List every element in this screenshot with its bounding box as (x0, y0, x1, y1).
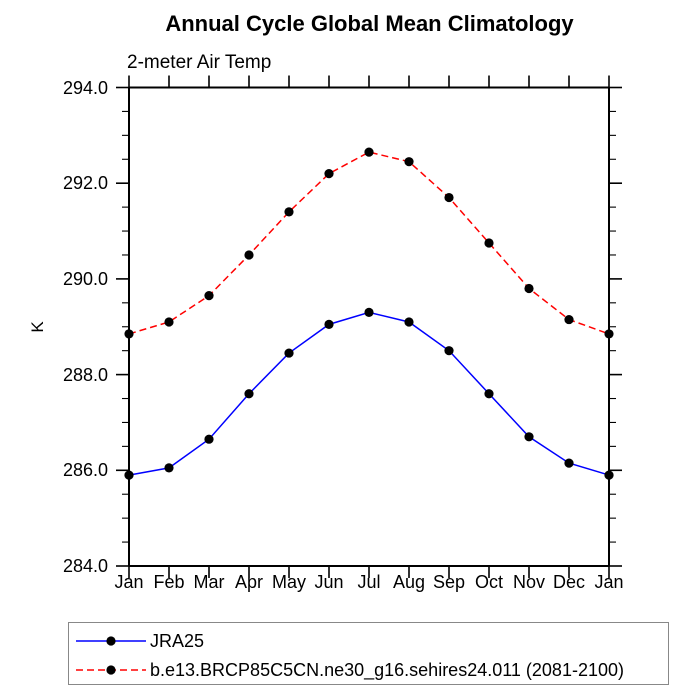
legend-label-series-0: JRA25 (150, 630, 205, 651)
legend-label-series-1: b.e13.BRCP85C5CN.ne30_g16.sehires24.011 … (150, 659, 624, 680)
data-point (204, 291, 214, 301)
data-point (404, 157, 414, 167)
data-point (564, 314, 574, 325)
legend-swatch-dashed-line-icon (76, 664, 146, 675)
y-tick-label: 292.0 (62, 173, 108, 194)
data-point (324, 319, 334, 329)
x-tick-label: Jul (357, 572, 381, 592)
x-tick-label: Dec (552, 572, 585, 592)
y-tick-label: 286.0 (62, 460, 108, 481)
series-line-1 (128, 151, 610, 335)
y-tick-label: 294.0 (62, 77, 108, 98)
x-tick-label: Oct (474, 572, 503, 592)
x-tick-label: Mar (193, 572, 225, 592)
x-tick-label: Jan (114, 572, 144, 592)
y-tick-label: 290.0 (62, 268, 108, 289)
data-point (124, 329, 134, 339)
chart-subtitle: 2-meter Air Temp (127, 52, 272, 73)
data-point (244, 389, 254, 399)
data-point (324, 169, 334, 179)
data-point (604, 329, 614, 339)
data-point (524, 432, 534, 442)
data-point (364, 147, 374, 157)
data-point (524, 283, 534, 294)
data-point (484, 238, 494, 248)
data-point (124, 470, 134, 480)
legend-swatch-solid-line-icon (76, 635, 146, 646)
data-point (604, 470, 614, 480)
x-tick-label: Apr (234, 572, 263, 592)
data-point (484, 389, 494, 399)
data-point (564, 458, 574, 468)
x-tick-label: May (271, 572, 306, 592)
data-point (204, 434, 214, 444)
series-line-0 (128, 311, 610, 476)
x-tick-label: Feb (153, 572, 185, 592)
chart-title: Annual Cycle Global Mean Climatology (165, 11, 574, 36)
legend: JRA25 b.e13.BRCP85C5CN.ne30_g16.sehires2… (68, 622, 669, 685)
x-tick-label: Nov (512, 572, 545, 592)
data-point (164, 463, 174, 473)
data-point (284, 348, 294, 358)
data-point (404, 317, 414, 327)
data-point (444, 346, 454, 356)
data-point (444, 192, 454, 203)
y-tick-label: 288.0 (62, 364, 108, 385)
x-tick-label: Sep (432, 572, 466, 592)
legend-row-model: b.e13.BRCP85C5CN.ne30_g16.sehires24.011 … (69, 655, 668, 684)
legend-marker-dot-icon (106, 635, 116, 646)
data-point (244, 250, 254, 260)
x-tick-label: Aug (392, 572, 426, 592)
data-point (164, 317, 174, 327)
legend-row-jra25: JRA25 (69, 626, 668, 655)
data-point (364, 307, 374, 317)
legend-marker-dot-icon (106, 664, 116, 675)
x-tick-label: Jan (594, 572, 624, 592)
data-point (284, 207, 294, 217)
y-tick-label: 284.0 (62, 556, 108, 576)
x-tick-label: Jun (314, 572, 344, 592)
